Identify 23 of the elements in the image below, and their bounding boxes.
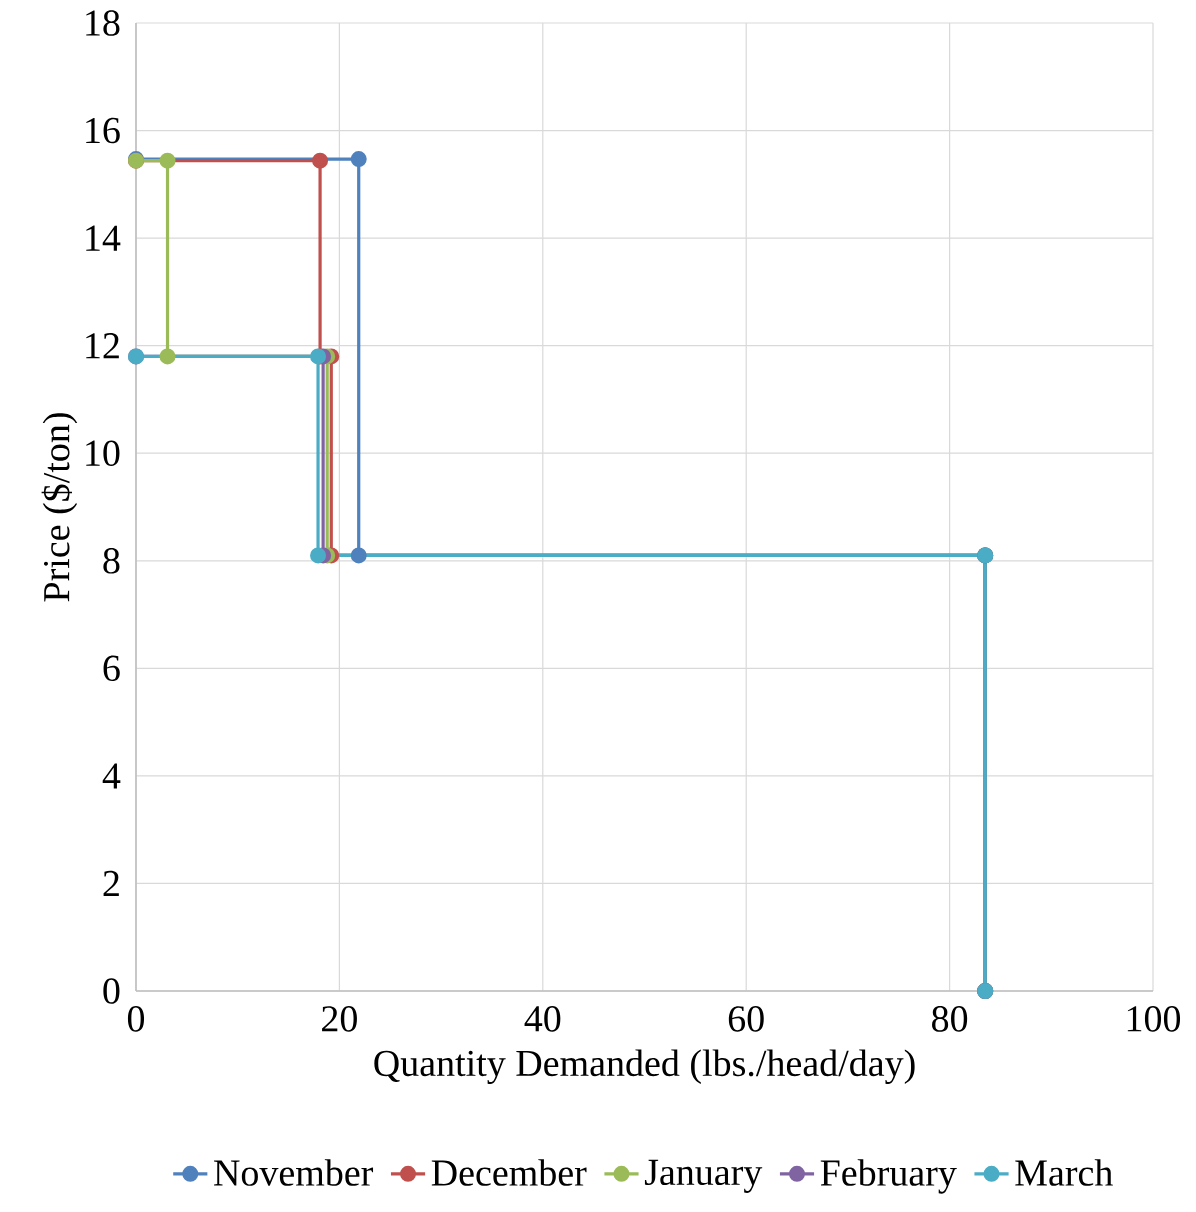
legend-label: November — [214, 1159, 374, 1186]
x-axis-title: Quantity Demanded (lbs./head/day) — [374, 1049, 915, 1084]
y-tick-label: 12 — [86, 333, 119, 359]
legend-label: February — [820, 1159, 957, 1194]
legend-label: January — [644, 1159, 763, 1193]
y-axis-title: Price ($/ton) — [41, 413, 78, 602]
legend-label: March — [1015, 1159, 1113, 1186]
y-tick-label: 4 — [102, 763, 121, 789]
y-tick-label: 10 — [86, 440, 120, 467]
y-tick-label: 18 — [86, 10, 120, 36]
y-tick-label: 6 — [103, 655, 120, 682]
y-tick-label: 0 — [103, 978, 120, 1004]
x-tick-label: 100 — [1127, 1006, 1181, 1032]
x-tick-label: 80 — [932, 1006, 968, 1032]
y-tick-label: 2 — [103, 870, 119, 897]
y-tick-label: 14 — [86, 225, 121, 251]
x-tick-label: 20 — [322, 1006, 357, 1032]
x-tick-label: 60 — [728, 1006, 764, 1032]
x-tick-label: 0 — [127, 1006, 145, 1032]
legend-label: December — [431, 1159, 587, 1186]
y-tick-label: 8 — [103, 547, 120, 574]
y-tick-label: 16 — [86, 117, 120, 144]
x-tick-label: 40 — [524, 1006, 561, 1032]
